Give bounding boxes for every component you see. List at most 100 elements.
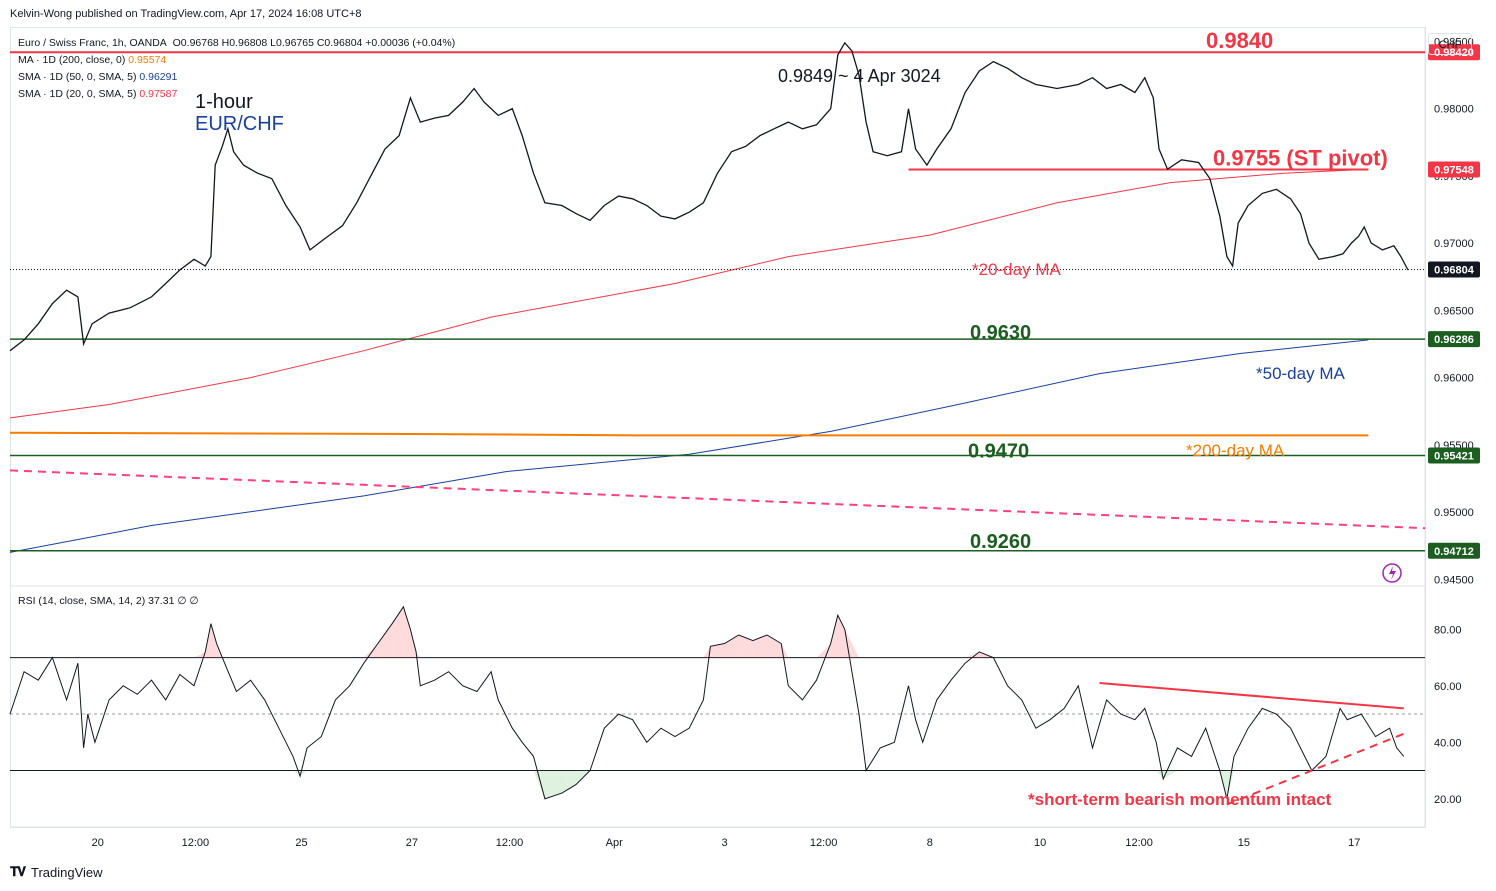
tradingview-logo-icon: 𝐓𝐕 xyxy=(10,864,26,879)
rsi-oversold-fill xyxy=(561,770,576,794)
y-tick-label: 0.97000 xyxy=(1434,238,1474,250)
price-tag-box xyxy=(1428,331,1480,348)
price-tag-box xyxy=(1428,261,1480,278)
rsi-overbought-fill xyxy=(210,623,217,658)
rsi-tick-label: 60.00 xyxy=(1434,681,1462,693)
rsi-trend-low xyxy=(1226,732,1405,806)
rsi-overbought-fill xyxy=(193,651,206,658)
legend-sma50: SMA · 1D (50, 0, SMA, 5) 0.96291 xyxy=(18,69,455,86)
y-tick-label: 0.96000 xyxy=(1434,373,1474,385)
price-tag-label: 0.96286 xyxy=(1434,334,1474,346)
rsi-legend: RSI (14, close, SMA, 14, 2) 37.31 ∅ ∅ xyxy=(18,595,199,607)
50-day-ma-line xyxy=(9,339,1369,553)
rsi-note: *short-term bearish momentum intact xyxy=(1028,790,1332,809)
currency-button[interactable]: CHF xyxy=(1428,33,1472,55)
x-tick-label: 10 xyxy=(1034,837,1046,849)
rsi-overbought-fill xyxy=(830,615,838,658)
legend-sma20: SMA · 1D (20, 0, SMA, 5) 0.97587 xyxy=(18,86,455,103)
axes: 0.985000.980000.975000.970000.965000.960… xyxy=(92,36,1480,849)
y-tick-label: 0.95000 xyxy=(1434,507,1474,519)
price-tag-label: 0.97548 xyxy=(1434,164,1474,176)
rsi-overbought-fill xyxy=(403,606,411,658)
sma50-value: 0.96291 xyxy=(139,71,178,83)
x-tick-label: 12:00 xyxy=(182,837,210,849)
price-series xyxy=(9,41,1409,352)
price-tag-label: 0.95421 xyxy=(1434,450,1474,462)
x-tick-label: 25 xyxy=(295,837,307,849)
y-tick-label: 0.98000 xyxy=(1434,104,1474,116)
x-tick-label: 15 xyxy=(1238,837,1250,849)
level-label: 0.9840 xyxy=(1206,28,1273,53)
level-label: 0.9470 xyxy=(968,440,1029,462)
y-tick-label: 0.96500 xyxy=(1434,305,1474,317)
grid xyxy=(10,28,1426,828)
x-tick-label: 8 xyxy=(927,837,933,849)
x-tick-label: 12:00 xyxy=(810,837,838,849)
sma20-value: 0.97587 xyxy=(139,88,178,100)
rsi-oversold-fill xyxy=(1156,770,1164,779)
legend-symbol: Euro / Swiss Franc, 1h, OANDA O0.96768 H… xyxy=(18,35,455,52)
rsi-oversold-fill xyxy=(1163,770,1178,779)
x-tick-label: 3 xyxy=(722,837,728,849)
high-annotation: 0.9849 ~ 4 Apr 3024 xyxy=(778,66,941,86)
x-tick-label: 17 xyxy=(1348,837,1360,849)
rsi-tick-label: 80.00 xyxy=(1434,624,1462,636)
lightning-bolt-glyph xyxy=(1389,566,1396,580)
20-day-ma-line xyxy=(9,168,1369,419)
rsi-oversold-fill xyxy=(300,770,308,777)
rsi-oversold-fill xyxy=(544,770,562,799)
ohlc-text: O0.96768 H0.96808 L0.96765 C0.96804 +0.0… xyxy=(172,37,456,49)
legend-ma200: MA · 1D (200, close, 0) 0.95574 xyxy=(18,52,455,69)
x-tick-label: Apr xyxy=(606,837,623,849)
moving-averages xyxy=(9,168,1426,553)
rsi-overbought-fill xyxy=(965,651,980,658)
price-tag-box xyxy=(1428,44,1480,61)
level-label: 0.9260 xyxy=(970,531,1031,553)
rsi-oversold-fill xyxy=(1226,770,1234,799)
annotations: 1-hour EUR/CHF 0.9849 ~ 4 Apr 3024 *20-d… xyxy=(195,66,1402,809)
rsi-overbought-fill xyxy=(724,635,739,658)
rsi-tick-label: 20.00 xyxy=(1434,794,1462,806)
publisher-note: Kelvin-Wong published on TradingView.com… xyxy=(10,8,362,20)
timeframe-label: 1-hour xyxy=(195,91,253,113)
rsi-overbought-fill xyxy=(377,623,393,658)
rsi-overbought-fill xyxy=(416,651,421,658)
chart-legend: Euro / Swiss Franc, 1h, OANDA O0.96768 H… xyxy=(18,35,455,103)
rsi-overbought-fill xyxy=(363,643,378,658)
rsi-overbought-fill xyxy=(710,643,725,658)
rsi-overbought-fill xyxy=(738,635,753,658)
rsi-overbought-fill xyxy=(392,606,404,658)
x-tick-label: 20 xyxy=(92,837,104,849)
pair-label: EUR/CHF xyxy=(195,113,284,135)
rsi-trend-high xyxy=(1099,682,1404,710)
level-label: 0.9755 (ST pivot) xyxy=(1213,145,1388,170)
long-term-trendline-line xyxy=(9,469,1426,530)
symbol-text: Euro / Swiss Franc, 1h, OANDA xyxy=(18,37,167,49)
rsi-overbought-fill xyxy=(752,635,768,658)
price-tag-label: 0.98420 xyxy=(1434,47,1474,59)
ma50-annotation: *50-day MA xyxy=(1256,364,1345,383)
lightning-icon[interactable] xyxy=(1382,563,1402,583)
x-tick-label: 27 xyxy=(406,837,418,849)
rsi-overbought-fill xyxy=(816,643,831,658)
horizontal-levels: 0.9840 0.9755 (ST pivot) 0.9630 0.9470 0.926… xyxy=(10,28,1425,553)
rsi-overbought-fill xyxy=(703,646,711,658)
price-tag-box xyxy=(1428,542,1480,559)
price-tag-box xyxy=(1428,447,1480,464)
x-tick-label: 12:00 xyxy=(1125,837,1153,849)
y-tick-label: 0.94500 xyxy=(1434,574,1474,586)
ma200-label: MA · 1D (200, close, 0) xyxy=(18,54,126,66)
ma20-annotation: *20-day MA xyxy=(972,260,1061,279)
price-line xyxy=(9,41,1409,352)
rsi-line xyxy=(9,605,1405,800)
200-day-ma-line xyxy=(9,431,1369,437)
level-label: 0.9630 xyxy=(970,322,1031,344)
price-tag-label: 0.96804 xyxy=(1434,264,1475,276)
x-tick-label: 12:00 xyxy=(496,837,524,849)
footer-brand-text: TradingView xyxy=(31,864,103,880)
footer-brand[interactable]: 𝐓𝐕 TradingView xyxy=(10,864,103,880)
price-tag-label: 0.94712 xyxy=(1434,546,1474,558)
price-tag-box xyxy=(1428,161,1480,178)
rsi-tick-label: 40.00 xyxy=(1434,737,1462,749)
